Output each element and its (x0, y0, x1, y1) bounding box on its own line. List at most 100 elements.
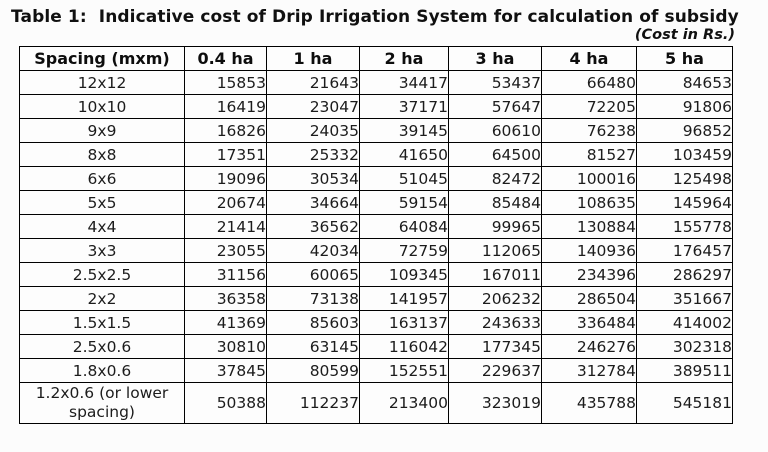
table-row: 2x2 36358 73138 141957 206232 286504 351667 (19, 286, 733, 311)
cost-cell: 91806 (636, 94, 733, 119)
cost-cell: 389511 (636, 358, 733, 383)
cost-cell: 23047 (266, 94, 360, 119)
column-header-3-ha: 3 ha (448, 46, 542, 71)
cost-cell: 34664 (266, 190, 360, 215)
cost-cell: 323019 (448, 382, 542, 424)
cost-cell: 336484 (541, 310, 637, 335)
cost-cell: 20674 (184, 190, 267, 215)
cost-cell: 21643 (266, 70, 360, 95)
column-header-0.4-ha: 0.4 ha (184, 46, 267, 71)
column-header-spacing: Spacing (mxm) (19, 46, 185, 71)
cost-cell: 66480 (541, 70, 637, 95)
cost-cell: 80599 (266, 358, 360, 383)
cost-cell: 16826 (184, 118, 267, 143)
spacing-cell: 2.5x0.6 (19, 334, 185, 359)
cost-cell: 243633 (448, 310, 542, 335)
cost-cell: 63145 (266, 334, 360, 359)
cost-cell: 39145 (359, 118, 449, 143)
table-row: 3x3 23055 42034 72759 112065 140936 176457 (19, 238, 733, 263)
cost-cell: 312784 (541, 358, 637, 383)
column-header-5-ha: 5 ha (636, 46, 733, 71)
table-row: 1.5x1.5 41369 85603 163137 243633 336484 41400… (19, 310, 733, 335)
cost-cell: 51045 (359, 166, 449, 191)
table-row: 1.2x0.6 (or lower spacing) 50388 112237 213… (19, 382, 733, 424)
spacing-cell: 10x10 (19, 94, 185, 119)
cost-cell: 435788 (541, 382, 637, 424)
spacing-cell: 6x6 (19, 166, 185, 191)
cost-cell: 19096 (184, 166, 267, 191)
table-row: 4x4 21414 36562 64084 99965 130884 155778 (19, 214, 733, 239)
cost-cell: 72759 (359, 238, 449, 263)
cost-cell: 23055 (184, 238, 267, 263)
cost-cell: 21414 (184, 214, 267, 239)
cost-cell: 112065 (448, 238, 542, 263)
cost-cell: 286297 (636, 262, 733, 287)
table-row: 8x8 17351 25332 41650 64500 81527 103459 (19, 142, 733, 167)
cost-cell: 108635 (541, 190, 637, 215)
cost-cell: 246276 (541, 334, 637, 359)
cost-cell: 99965 (448, 214, 542, 239)
cost-cell: 42034 (266, 238, 360, 263)
table-title: Table 1: Indicative cost of Drip Irrigat… (11, 7, 739, 27)
cost-cell: 64084 (359, 214, 449, 239)
cost-cell: 53437 (448, 70, 542, 95)
cost-unit-note: (Cost in Rs.) (634, 27, 735, 43)
cost-cell: 82472 (448, 166, 542, 191)
cost-cell: 84653 (636, 70, 733, 95)
document-page: Table 1: Indicative cost of Drip Irrigat… (0, 7, 768, 452)
column-header-1-ha: 1 ha (266, 46, 360, 71)
spacing-cell: 9x9 (19, 118, 185, 143)
cost-cell: 81527 (541, 142, 637, 167)
spacing-cell: 2.5x2.5 (19, 262, 185, 287)
cost-cell: 60065 (266, 262, 360, 287)
spacing-cell: 1.8x0.6 (19, 358, 185, 383)
cost-cell: 37171 (359, 94, 449, 119)
spacing-cell: 3x3 (19, 238, 185, 263)
cost-cell: 229637 (448, 358, 542, 383)
table-row: 12x12 15853 21643 34417 53437 66480 84653 (19, 70, 733, 95)
cost-cell: 16419 (184, 94, 267, 119)
table-row: 1.8x0.6 37845 80599 152551 229637 312784 38951… (19, 358, 733, 383)
cost-cell: 24035 (266, 118, 360, 143)
cost-cell: 41650 (359, 142, 449, 167)
table-row: 2.5x2.5 31156 60065 109345 167011 234396 28629… (19, 262, 733, 287)
cost-cell: 96852 (636, 118, 733, 143)
spacing-cell: 1.2x0.6 (or lower spacing) (19, 382, 185, 424)
cost-cell: 57647 (448, 94, 542, 119)
cost-cell: 206232 (448, 286, 542, 311)
cost-cell: 103459 (636, 142, 733, 167)
cost-cell: 59154 (359, 190, 449, 215)
cost-cell: 73138 (266, 286, 360, 311)
cost-cell: 34417 (359, 70, 449, 95)
cost-cell: 31156 (184, 262, 267, 287)
column-header-2-ha: 2 ha (359, 46, 449, 71)
spacing-cell: 4x4 (19, 214, 185, 239)
cost-cell: 155778 (636, 214, 733, 239)
cost-cell: 109345 (359, 262, 449, 287)
cost-cell: 545181 (636, 382, 733, 424)
cost-cell: 36358 (184, 286, 267, 311)
cost-cell: 85484 (448, 190, 542, 215)
cost-cell: 30810 (184, 334, 267, 359)
cost-cell: 414002 (636, 310, 733, 335)
cost-cell: 50388 (184, 382, 267, 424)
cost-cell: 100016 (541, 166, 637, 191)
cost-cell: 36562 (266, 214, 360, 239)
cost-cell: 130884 (541, 214, 637, 239)
cost-cell: 112237 (266, 382, 360, 424)
cost-cell: 141957 (359, 286, 449, 311)
spacing-cell: 12x12 (19, 70, 185, 95)
cost-cell: 116042 (359, 334, 449, 359)
cost-cell: 176457 (636, 238, 733, 263)
cost-cell: 60610 (448, 118, 542, 143)
cost-cell: 85603 (266, 310, 360, 335)
cost-cell: 30534 (266, 166, 360, 191)
table-row: 6x6 19096 30534 51045 82472 100016 125498 (19, 166, 733, 191)
cost-cell: 152551 (359, 358, 449, 383)
cost-cell: 145964 (636, 190, 733, 215)
cost-cell: 72205 (541, 94, 637, 119)
drip-irrigation-cost-table: Spacing (mxm) 0.4 ha 1 ha 2 ha 3 ha 4 ha 5 ha … (19, 46, 733, 424)
cost-cell: 76238 (541, 118, 637, 143)
cost-cell: 15853 (184, 70, 267, 95)
table-header-row: Spacing (mxm) 0.4 ha 1 ha 2 ha 3 ha 4 ha 5 ha (19, 46, 733, 71)
